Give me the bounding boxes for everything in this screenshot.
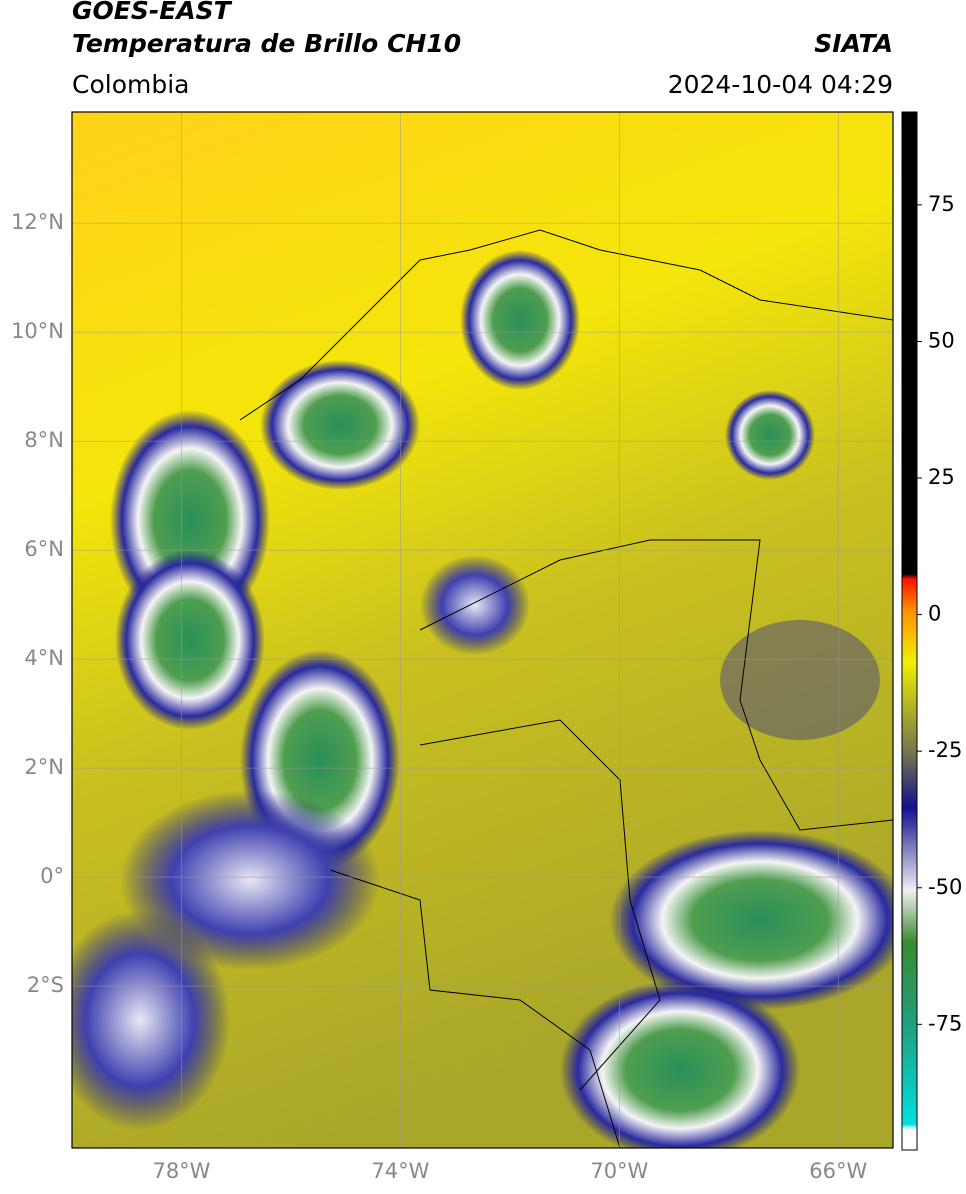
satellite-image [72, 112, 893, 1148]
y-tick-label: 8°N [24, 428, 64, 452]
x-tick-label: 78°W [152, 1159, 210, 1183]
cloud [725, 390, 815, 480]
region: Colombia [72, 70, 189, 99]
colorbar-tick-label: 75 [928, 192, 955, 216]
colorbar-tick-label: 25 [928, 465, 955, 489]
source: SIATA [814, 29, 893, 58]
title-line: Temperatura de Brillo CH10 [72, 29, 461, 58]
cloud [72, 910, 230, 1130]
x-tick-label: 66°W [809, 1159, 867, 1183]
y-tick-label: 10°N [11, 319, 64, 343]
cloud [420, 555, 530, 655]
cloud [460, 250, 580, 390]
cloud [115, 550, 265, 730]
cloud [720, 620, 880, 740]
cloud [560, 980, 800, 1148]
map-frame [71, 111, 894, 1149]
y-tick-label: 12°N [11, 210, 64, 234]
timestamp: 2024-10-04 04:29 [668, 70, 893, 99]
colorbar-tick-label: -50 [928, 875, 962, 899]
y-tick-label: 2°S [27, 973, 64, 997]
x-tick-label: 70°W [590, 1159, 648, 1183]
coastline [239, 229, 893, 421]
border [329, 869, 621, 1148]
colorbar-tick-label: -75 [928, 1011, 962, 1035]
title-line: GOES-EAST [72, 0, 233, 25]
cloud [610, 830, 893, 1010]
x-tick-label: 74°W [371, 1159, 429, 1183]
colorbar-tick-label: 0 [928, 602, 941, 626]
y-tick-label: 0° [40, 864, 64, 888]
colorbar-tick-label: -25 [928, 738, 962, 762]
colorbar-tick-label: 50 [928, 328, 955, 352]
colorbar [901, 111, 918, 1151]
cloud [260, 360, 420, 490]
y-tick-label: 2°N [24, 755, 64, 779]
grid [72, 112, 893, 1148]
border [419, 539, 893, 831]
y-tick-label: 6°N [24, 537, 64, 561]
y-tick-label: 4°N [24, 646, 64, 670]
border [419, 719, 661, 1091]
